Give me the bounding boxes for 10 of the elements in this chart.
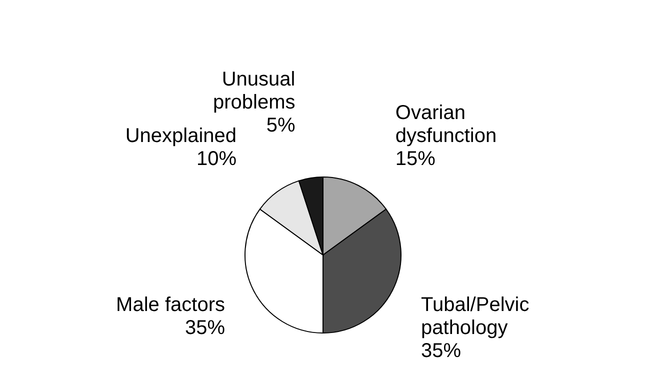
slice-label: Tubal/Pelvic pathology xyxy=(421,294,530,339)
data-label: 15% xyxy=(395,148,436,170)
slice-label: Unusual problems xyxy=(212,68,296,114)
slice-label: Unexplained xyxy=(125,125,237,148)
data-label: 35% xyxy=(184,316,226,339)
data-label: 10% xyxy=(196,148,237,170)
data-label: 35% xyxy=(421,340,462,362)
slice-label: Male factors xyxy=(116,294,225,316)
data-label: 5% xyxy=(266,114,296,137)
slice-label: Ovarian dysfunction xyxy=(395,102,497,147)
